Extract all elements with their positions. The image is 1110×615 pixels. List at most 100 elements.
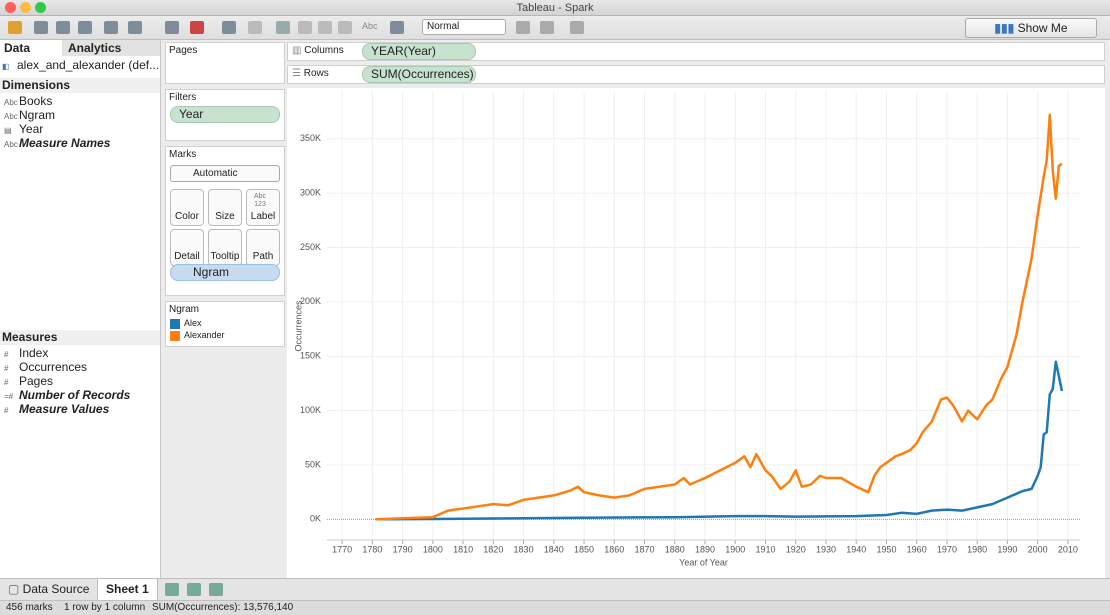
x-axis-title: Year of Year: [679, 557, 728, 567]
y-tick-label: 300K: [300, 188, 321, 198]
y-tick-label: 0K: [310, 514, 321, 524]
show-me-button[interactable]: ▮▮▮ Show Me: [965, 18, 1097, 38]
save-button[interactable]: [78, 21, 92, 34]
field[interactable]: AbcBooks: [4, 94, 52, 108]
pages-title: Pages: [169, 45, 198, 56]
sort-desc-button[interactable]: [318, 21, 332, 34]
x-tick-label: 1910: [755, 544, 775, 554]
field-type: #: [4, 406, 9, 415]
mark-button[interactable]: Tooltip: [208, 229, 242, 266]
minimize-button[interactable]: [20, 2, 31, 13]
field-name: Number of Records: [19, 388, 131, 402]
pin-button[interactable]: [516, 21, 530, 34]
x-tick-label: 1770: [332, 544, 352, 554]
x-tick-label: 1920: [786, 544, 806, 554]
rows-shelf: ☰ Rows SUM(Occurrences): [287, 65, 1105, 84]
status-layout: 1 row by 1 column: [64, 602, 146, 613]
new-sheet-button[interactable]: [128, 21, 142, 34]
marks-card: Marks Automatic Color Size Label Detail Tool…: [165, 146, 285, 296]
legend-label: Alexander: [184, 330, 225, 340]
data-source-tab-label: Data Source: [22, 582, 90, 596]
field[interactable]: ▤ Year: [4, 122, 43, 136]
mark-button[interactable]: Color: [170, 189, 204, 226]
presentation-button[interactable]: [570, 21, 584, 34]
legend-item[interactable]: Alexander: [170, 330, 225, 341]
field[interactable]: AbcMeasure Names: [4, 136, 110, 150]
chart: 1770 1780 1790 1800 1810 1820 1830 1840 1850 1860…: [293, 92, 1080, 567]
datasource[interactable]: ◧ alex_and_alexander (def...: [2, 58, 160, 72]
field-name: Index: [19, 346, 49, 360]
x-tick-label: 1780: [362, 544, 382, 554]
analytics-tab[interactable]: Analytics: [62, 40, 160, 56]
x-tick-label: 1930: [816, 544, 836, 554]
columns-label: ▥ Columns: [292, 45, 344, 56]
forward-button[interactable]: [56, 21, 70, 34]
new-dashboard-tab[interactable]: [187, 583, 201, 596]
field[interactable]: AbcNgram: [4, 108, 55, 122]
y-tick-label: 200K: [300, 296, 321, 306]
view: 1770 1780 1790 1800 1810 1820 1830 1840 1850 1860…: [287, 88, 1105, 578]
fit-button[interactable]: [390, 21, 404, 34]
field-type: #: [4, 350, 9, 359]
back-button[interactable]: [34, 21, 48, 34]
tableau-icon[interactable]: [8, 21, 22, 34]
marks-pill[interactable]: Ngram: [170, 264, 280, 281]
highlight-button[interactable]: [338, 21, 352, 34]
legend-card: Ngram Alex Alexander: [165, 301, 285, 347]
fit-dropdown[interactable]: Normal: [422, 19, 506, 35]
toolbar: Abc Normal ▮▮▮ Show Me: [0, 16, 1110, 40]
x-tick-label: 1840: [544, 544, 564, 554]
close-button[interactable]: [5, 2, 16, 13]
filter-pill[interactable]: Year: [170, 106, 280, 123]
filters-title: Filters: [169, 92, 197, 103]
y-tick-label: 100K: [300, 405, 321, 415]
columns-shelf: ▥ Columns YEAR(Year): [287, 42, 1105, 61]
field-name: Measure Names: [19, 136, 111, 150]
new-story-tab[interactable]: [209, 583, 223, 596]
duplicate-button[interactable]: [165, 21, 179, 34]
mark-button[interactable]: Label: [246, 189, 280, 226]
clear-button[interactable]: [190, 21, 204, 34]
new-sheet-tab[interactable]: [165, 583, 179, 596]
field-name: Occurrences: [19, 360, 88, 374]
legend-swatch: [170, 318, 180, 329]
x-tick-label: 2000: [1028, 544, 1048, 554]
refresh-button[interactable]: [248, 21, 262, 34]
mark-button[interactable]: Detail: [170, 229, 204, 266]
x-tick-label: 1880: [665, 544, 685, 554]
labels-button[interactable]: Abc: [362, 21, 378, 31]
marks-title: Marks: [169, 149, 197, 160]
annotate-button[interactable]: [540, 21, 554, 34]
y-tick-label: 350K: [300, 133, 321, 143]
zoom-button[interactable]: [35, 2, 46, 13]
field[interactable]: # Pages: [4, 374, 53, 388]
mark-button[interactable]: Path: [246, 229, 280, 266]
columns-pill[interactable]: YEAR(Year): [362, 43, 476, 60]
new-datasource-button[interactable]: [104, 21, 118, 34]
field-type: ▤: [4, 126, 12, 135]
data-pane: Data Analytics ◧ alex_and_alexander (def.…: [0, 40, 161, 578]
mark-button[interactable]: Size: [208, 189, 242, 226]
legend-item[interactable]: Alex: [170, 318, 202, 329]
y-tick-label: 150K: [300, 351, 321, 361]
rows-label: ☰ Rows: [292, 68, 329, 79]
x-tick-label: 1950: [876, 544, 896, 554]
field[interactable]: =# Number of Records: [4, 388, 130, 402]
field[interactable]: # Index: [4, 346, 48, 360]
x-tick-label: 1850: [574, 544, 594, 554]
mark-type-dropdown[interactable]: Automatic: [170, 165, 280, 182]
x-tick-label: 1860: [604, 544, 624, 554]
rows-pill[interactable]: SUM(Occurrences): [362, 66, 476, 83]
field[interactable]: # Measure Values: [4, 402, 109, 416]
legend-title: Ngram: [169, 304, 200, 315]
data-tab[interactable]: Data: [0, 40, 62, 56]
sheet-tab[interactable]: Sheet 1: [98, 579, 158, 600]
group-button[interactable]: [276, 21, 290, 34]
data-source-tab[interactable]: ▢ Data Source: [0, 579, 99, 600]
x-tick-label: 1790: [393, 544, 413, 554]
field-type: Abc: [4, 98, 18, 107]
sort-asc-button[interactable]: [298, 21, 312, 34]
swap-button[interactable]: [222, 21, 236, 34]
dimensions-header: Dimensions: [0, 78, 160, 93]
field[interactable]: # Occurrences: [4, 360, 87, 374]
